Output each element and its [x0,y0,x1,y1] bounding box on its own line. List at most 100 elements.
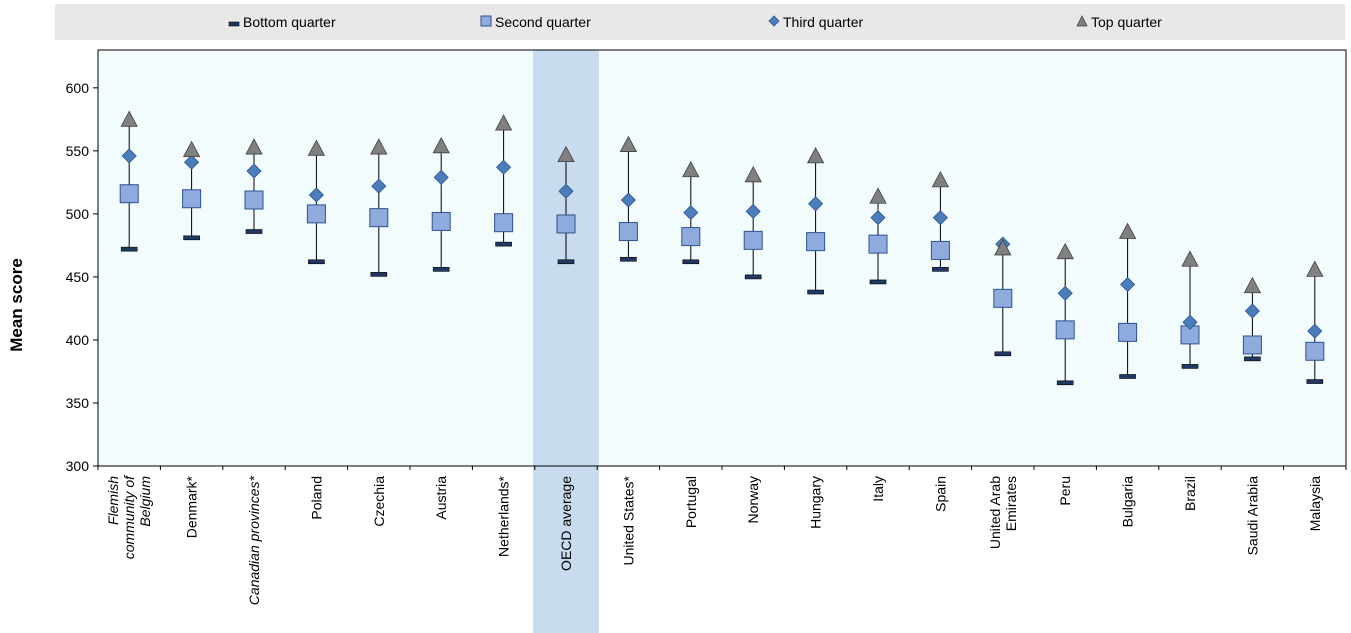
top-quarter-point [307,139,326,156]
bottom-quarter-point [807,289,824,295]
third-quarter-point [870,210,886,226]
legend-label: Bottom quarter [243,14,336,30]
x-category-label: Hungary [808,476,824,529]
second-quarter-point [1305,341,1325,361]
bottom-quarter-point [245,229,263,234]
x-category-label: Portugal [683,476,699,528]
legend-item-bottom-quarter: Bottom quarter [228,4,336,40]
top-quarter-point [619,135,638,152]
second-quarter-point [494,213,514,233]
top-quarter-point [370,138,388,155]
top-quarter-point [494,114,513,131]
second-quarter-point [993,288,1013,308]
top-quarter-point [1306,260,1324,277]
bottom-quarter-point [1056,380,1074,386]
y-tick-label: 350 [66,395,90,411]
bottom-quarter-point [1244,356,1261,362]
second-quarter-point [1055,320,1075,340]
legend: Bottom quarter Second quarter Third quar… [55,4,1345,40]
top-quarter-point [931,170,950,188]
x-category-label: Poland [308,476,324,520]
x-category-label-line: Netherlands* [496,475,512,556]
second-quarter-point [618,222,638,242]
legend-label: Top quarter [1091,14,1162,30]
x-category-label-line: United Arab [987,476,1003,549]
dash-marker-icon [228,14,240,30]
third-quarter-point [371,178,387,194]
top-quarter-point [744,165,762,183]
x-category-label: Spain [932,476,948,512]
second-quarter-point [681,227,701,247]
y-tick-label: 550 [66,143,90,159]
plot-background [98,50,1346,466]
top-quarter-point [1118,222,1137,239]
x-category-label: Brazil [1182,476,1198,511]
diamond-marker-icon [768,14,780,30]
x-category-label-line: Italy [870,476,886,502]
third-quarter-point [496,159,512,175]
x-category-label: Saudi Arabia [1244,476,1260,556]
x-category-label: OECD average [558,476,574,571]
x-category-label-line: Belgium [137,476,153,527]
x-category-label-line: Spain [932,476,948,512]
bottom-quarter-point [1119,374,1136,379]
second-quarter-point [930,240,950,260]
top-quarter-point [245,138,263,155]
x-category-label: Bulgaria [1120,476,1136,528]
x-category-label-line: Emirates [1003,476,1019,531]
square-marker-icon [480,14,492,30]
bottom-quarter-point [994,351,1012,357]
top-quarter-point [182,140,201,157]
top-quarter-point [806,147,825,164]
x-category-label-line: Hungary [808,476,824,529]
third-quarter-point [558,183,574,199]
x-category-label-line: Norway [745,476,761,523]
x-category-label-line: Portugal [683,476,699,528]
x-category-label: Norway [745,476,761,523]
x-category-label-line: OECD average [558,476,574,571]
x-category-label-line: community of [121,474,137,559]
x-category-label: Flemish community of Belgium [105,474,153,559]
x-category-label-line: Brazil [1182,476,1198,511]
x-category-label-line: Saudi Arabia [1244,476,1260,556]
legend-item-third-quarter: Third quarter [768,4,863,40]
second-quarter-point [431,211,451,231]
top-quarter-point [682,160,700,178]
third-quarter-point [683,205,699,221]
top-quarter-point [1181,250,1199,267]
second-quarter-point [556,214,576,234]
y-tick-label: 400 [66,332,90,348]
bottom-quarter-point [1306,379,1324,384]
bottom-quarter-point [744,274,762,280]
top-quarter-point [869,187,887,204]
x-category-label-line: Peru [1057,476,1073,506]
triangle-marker-icon [1076,14,1088,30]
third-quarter-point [433,169,449,185]
top-quarter-point [432,136,450,154]
x-category-label: Canadian provinces* [246,475,262,605]
x-category-label-line: Malaysia [1307,476,1323,531]
third-quarter-point [121,148,137,164]
second-quarter-point [119,184,139,204]
bottom-quarter-point [495,241,512,247]
x-category-label: Denmark* [184,475,200,538]
bottom-quarter-point [682,259,700,265]
bottom-quarter-point [432,267,450,272]
y-tick-label: 300 [66,458,90,474]
second-quarter-point [306,204,326,224]
top-quarter-point [994,239,1012,256]
third-quarter-point [620,192,636,208]
third-quarter-point [808,196,824,212]
top-quarter-point [1056,242,1074,260]
legend-item-top-quarter: Top quarter [1076,4,1162,40]
second-quarter-point [244,190,264,210]
x-category-label-line: Poland [308,476,324,520]
x-category-label-line: Flemish [105,476,121,525]
second-quarter-point [1118,322,1138,342]
bottom-quarter-point [183,235,200,241]
bottom-quarter-point [370,272,388,277]
second-quarter-point [182,189,202,209]
x-category-label-line: Czechia [371,476,387,527]
third-quarter-point [308,187,324,203]
